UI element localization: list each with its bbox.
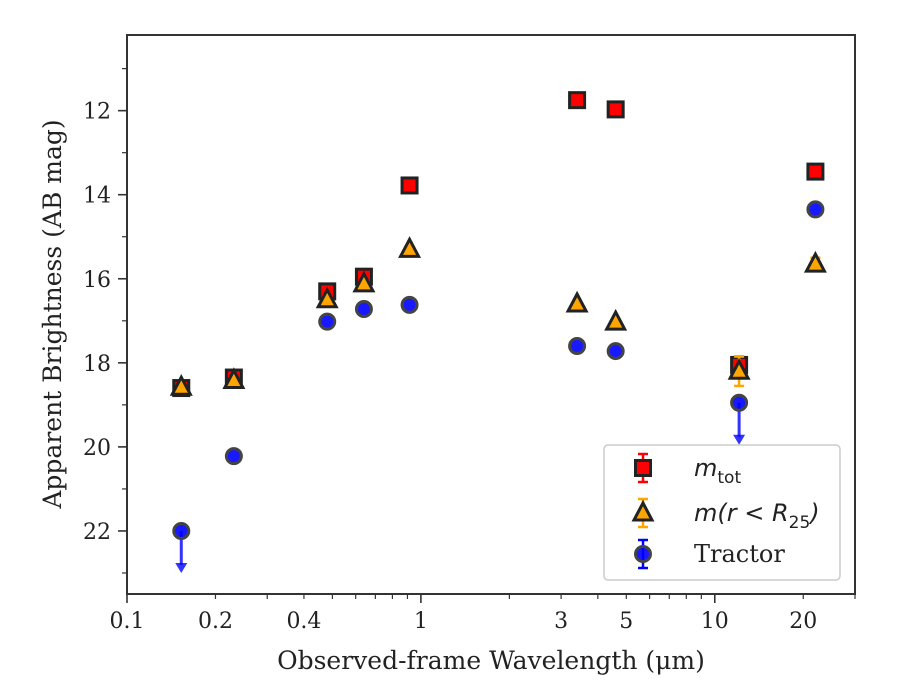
y-tick-label: 18 — [83, 352, 111, 377]
data-point — [568, 337, 587, 356]
x-tick-label: 0.1 — [110, 609, 145, 634]
x-tick-label: 1 — [414, 609, 428, 634]
data-point — [730, 393, 749, 412]
data-point — [222, 367, 246, 389]
x-tick-label: 20 — [789, 609, 817, 634]
y-axis-label: Apparent Brightness (AB mag) — [38, 119, 67, 509]
legend-marker — [634, 545, 652, 563]
x-tick-label: 5 — [619, 609, 633, 634]
data-point — [400, 176, 419, 195]
data-point — [803, 250, 827, 273]
y-tick-label: 14 — [83, 184, 111, 209]
upper-limit-arrowhead — [733, 434, 746, 445]
axis-ticks: 0.1 0.2 0.4 1 3 5 10 20 12 14 16 18 20 22 — [83, 68, 856, 634]
legend: mtot m(r < R25) Tractor — [603, 444, 841, 581]
data-point — [315, 286, 339, 309]
data-point — [352, 270, 376, 293]
data-point — [354, 300, 373, 319]
data-marks — [169, 91, 827, 573]
y-tick-label: 22 — [83, 520, 111, 545]
legend-label: Tractor — [694, 540, 785, 568]
data-point — [606, 342, 625, 361]
x-tick-label: 0.2 — [198, 609, 233, 634]
data-point — [565, 290, 589, 313]
data-point — [806, 200, 825, 219]
legend-box — [603, 444, 841, 581]
x-tick-label: 3 — [554, 609, 568, 634]
y-tick-label: 12 — [83, 100, 111, 125]
y-tick-label: 16 — [83, 268, 111, 293]
x-tick-label: 10 — [701, 609, 729, 634]
data-point — [568, 91, 587, 110]
data-point — [398, 236, 422, 258]
legend-marker — [631, 499, 655, 522]
data-point — [224, 447, 243, 466]
legend-label: mtot — [694, 454, 741, 488]
series-triangle — [169, 236, 827, 396]
x-tick-label: 0.4 — [286, 609, 321, 634]
data-point — [604, 308, 628, 331]
data-point — [169, 374, 193, 396]
data-point — [606, 100, 625, 119]
data-point — [400, 295, 419, 314]
data-point — [727, 358, 751, 380]
data-point — [318, 312, 337, 331]
data-point — [806, 162, 825, 181]
legend-label: m(r < R25) — [694, 499, 820, 533]
upper-limit-arrowhead — [175, 562, 188, 573]
data-point — [172, 521, 191, 540]
y-tick-label: 20 — [83, 436, 111, 461]
x-axis-label: Observed-frame Wavelength (μm) — [277, 646, 705, 675]
legend-marker — [634, 459, 652, 477]
series-circle — [172, 200, 825, 573]
